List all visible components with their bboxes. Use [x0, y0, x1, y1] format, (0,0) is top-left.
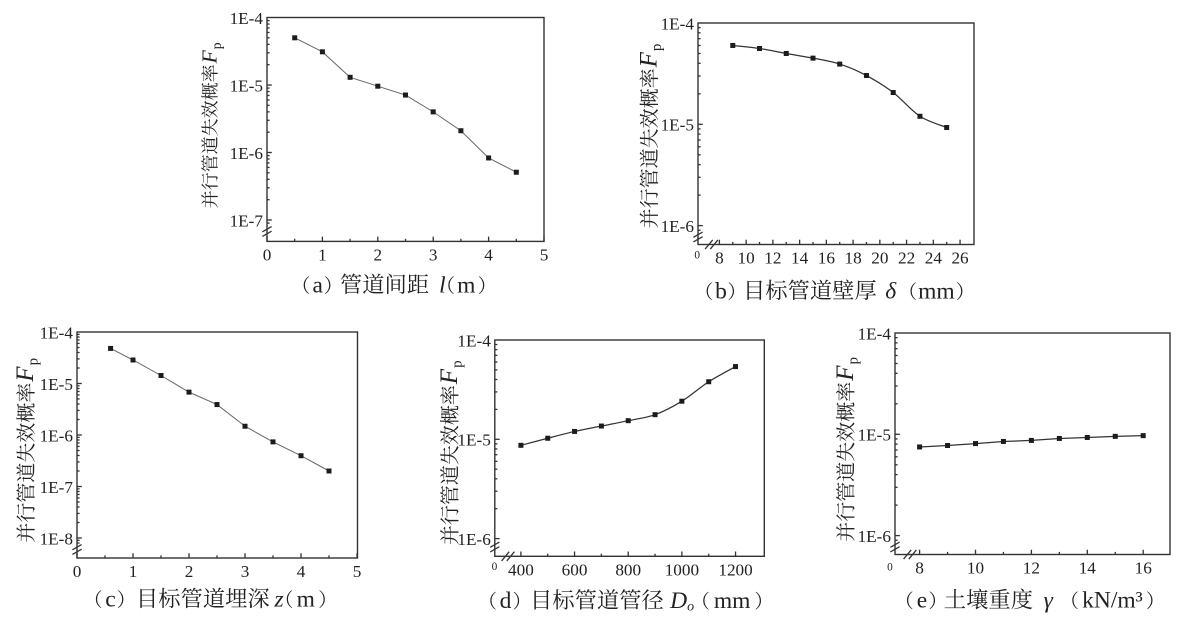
svg-text:1000: 1000 [665, 560, 699, 579]
svg-text:3: 3 [241, 562, 250, 581]
svg-text:14: 14 [1079, 559, 1097, 578]
svg-text:400: 400 [508, 560, 534, 579]
svg-text:F: F [436, 368, 463, 385]
svg-text:26: 26 [951, 249, 969, 268]
svg-text:1E-5: 1E-5 [858, 426, 891, 445]
svg-text:b: b [715, 278, 727, 304]
svg-text:22: 22 [898, 249, 915, 268]
svg-text:δ: δ [885, 278, 897, 304]
svg-text:12: 12 [1023, 559, 1040, 578]
svg-text:2: 2 [374, 245, 383, 264]
svg-text:1E-6: 1E-6 [40, 426, 74, 445]
svg-text:mm: mm [714, 588, 751, 614]
svg-text:p: p [209, 42, 224, 49]
svg-text:2: 2 [185, 562, 194, 581]
svg-text:4: 4 [297, 562, 306, 581]
svg-text:1E-5: 1E-5 [661, 116, 694, 135]
svg-text:20: 20 [871, 249, 888, 268]
svg-text:p: p [26, 358, 42, 366]
svg-text:4: 4 [484, 245, 493, 264]
svg-text:p: p [649, 44, 665, 52]
svg-text:1: 1 [318, 245, 327, 264]
svg-text:5: 5 [540, 245, 549, 264]
svg-text:e: e [917, 588, 927, 614]
svg-text:p: p [449, 360, 465, 368]
svg-text:1: 1 [129, 562, 138, 581]
svg-text:l: l [439, 272, 446, 298]
svg-text:16: 16 [818, 249, 836, 268]
svg-text:8: 8 [715, 249, 724, 268]
svg-text:z: z [274, 586, 284, 612]
svg-text:1E-4: 1E-4 [661, 14, 695, 33]
svg-text:m: m [297, 586, 315, 612]
svg-text:1E-6: 1E-6 [457, 530, 491, 549]
svg-text:0: 0 [492, 561, 498, 573]
svg-text:0: 0 [263, 245, 272, 264]
svg-text:10: 10 [967, 559, 984, 578]
svg-text:800: 800 [615, 560, 641, 579]
svg-text:3: 3 [429, 245, 438, 264]
svg-text:24: 24 [925, 249, 943, 268]
svg-text:1E-6: 1E-6 [230, 144, 264, 163]
svg-text:mm: mm [918, 278, 955, 304]
svg-text:600: 600 [562, 560, 588, 579]
svg-text:1E-5: 1E-5 [457, 431, 490, 450]
svg-text:8: 8 [915, 559, 924, 578]
svg-text:F: F [832, 365, 859, 382]
svg-text:γ: γ [1044, 588, 1054, 614]
svg-text:c: c [105, 586, 115, 612]
svg-text:1E-7: 1E-7 [40, 478, 74, 497]
svg-text:16: 16 [1135, 559, 1153, 578]
svg-text:1E-6: 1E-6 [661, 217, 695, 236]
svg-text:5: 5 [353, 562, 362, 581]
svg-text:1E-6: 1E-6 [858, 527, 892, 546]
svg-text:1E-5: 1E-5 [230, 76, 263, 95]
svg-text:p: p [845, 357, 861, 365]
svg-text:0: 0 [694, 250, 700, 262]
svg-text:1E-8: 1E-8 [40, 529, 73, 548]
svg-text:m: m [457, 272, 475, 298]
svg-text:F: F [636, 51, 663, 68]
svg-text:o: o [687, 599, 694, 614]
svg-text:0: 0 [73, 562, 82, 581]
svg-text:kN/m³: kN/m³ [1082, 588, 1143, 614]
svg-text:1E-5: 1E-5 [40, 375, 73, 394]
svg-text:1E-7: 1E-7 [230, 211, 264, 230]
svg-text:1200: 1200 [718, 560, 752, 579]
svg-text:F: F [12, 366, 39, 383]
svg-text:18: 18 [845, 249, 862, 268]
svg-text:F: F [197, 49, 221, 64]
svg-text:10: 10 [738, 249, 755, 268]
svg-text:1E-4: 1E-4 [457, 331, 491, 350]
svg-text:1E-4: 1E-4 [40, 323, 74, 342]
svg-text:12: 12 [764, 249, 781, 268]
svg-text:d: d [500, 588, 512, 614]
svg-text:1E-4: 1E-4 [858, 324, 892, 343]
svg-text:1E-4: 1E-4 [230, 9, 264, 28]
svg-text:D: D [669, 588, 687, 614]
svg-text:0: 0 [887, 562, 893, 574]
svg-text:14: 14 [791, 249, 809, 268]
svg-text:a: a [313, 272, 324, 298]
